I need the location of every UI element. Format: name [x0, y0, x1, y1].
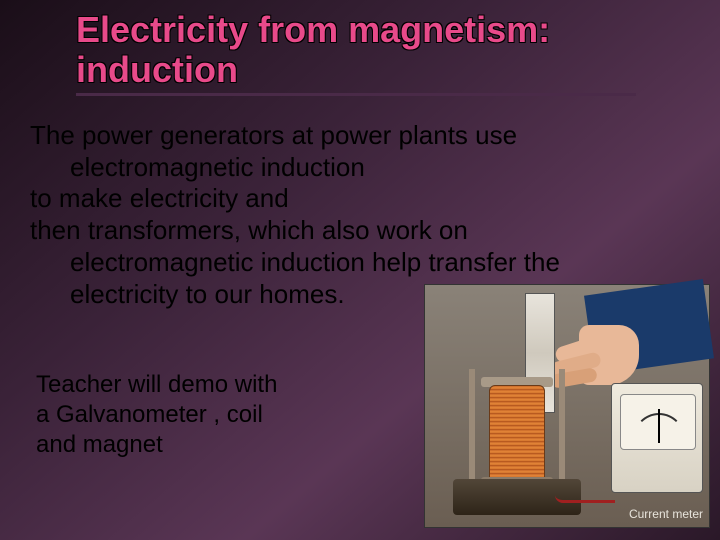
sub-line-3: and magnet: [36, 431, 163, 458]
body-text-block: The power generators at power plants use…: [30, 120, 650, 310]
figure-caption: Current meter: [629, 507, 703, 521]
body-line-1b: electromagnetic induction: [30, 152, 650, 184]
slide-container: Electricity from magnetism: induction Th…: [0, 0, 720, 540]
body-line-3: then transformers, which also work on: [30, 215, 468, 245]
sub-line-2: a Galvanometer , coil: [36, 401, 263, 428]
induction-figure: N Current meter: [424, 284, 710, 528]
body-line-2: to make electricity and: [30, 183, 289, 213]
sub-text-block: Teacher will demo with a Galvanometer , …: [36, 370, 356, 460]
support-rod: [469, 369, 475, 481]
meter-face: [620, 394, 696, 450]
support-rod: [559, 369, 565, 481]
copper-coil-icon: [489, 385, 545, 483]
slide-title: Electricity from magnetism: induction: [76, 10, 636, 96]
sub-line-1: Teacher will demo with: [36, 371, 277, 398]
wire-icon: [555, 495, 615, 503]
meter-needle: [658, 409, 660, 443]
galvanometer-icon: [611, 383, 703, 493]
body-line-3b: electromagnetic induction help transfer …: [30, 247, 650, 279]
body-line-1: The power generators at power plants use: [30, 120, 517, 150]
